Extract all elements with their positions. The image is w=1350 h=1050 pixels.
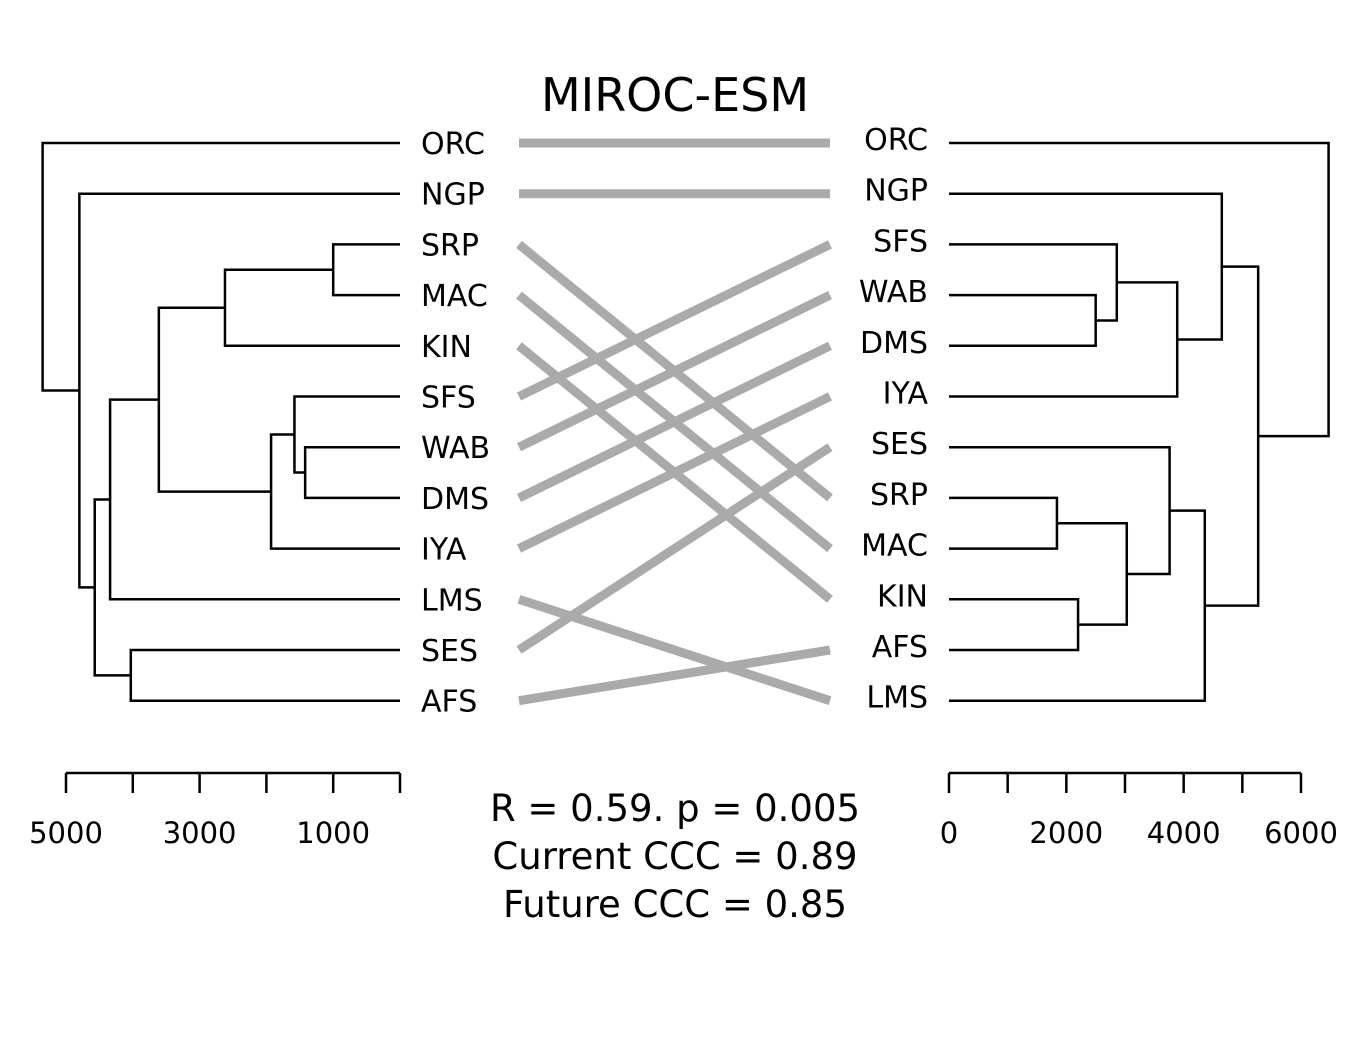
left-axis-tick-label-3000: 3000 <box>163 816 237 850</box>
connector-sfs <box>517 240 832 401</box>
chart-title: MIROC-ESM <box>541 68 809 122</box>
connector-ses <box>516 443 833 654</box>
left-branch-srp..iya-lms <box>108 398 400 601</box>
left-leaf-label-lms: LMS <box>421 583 483 618</box>
right-axis-tick-label-6000: 6000 <box>1264 816 1338 850</box>
left-branch-sfs-wab+dms <box>293 395 400 474</box>
left-branch-wab-dms <box>303 445 400 500</box>
right-leaf-label-mac: MAC <box>861 529 928 564</box>
left-dendrogram <box>41 141 400 702</box>
connector-iya <box>517 392 832 553</box>
right-leaf-label-ngp: NGP <box>864 174 928 209</box>
right-leaf-label-ses: SES <box>871 427 928 462</box>
right-leaf-label-iya: IYA <box>883 377 929 412</box>
right-branch-srp+mac-kin+afs <box>1056 522 1129 626</box>
left-leaf-label-kin: KIN <box>421 330 472 365</box>
right-axis-tick-label-4000: 4000 <box>1147 816 1221 850</box>
left-leaf-label-orc: ORC <box>421 127 485 162</box>
right-leaf-label-kin: KIN <box>877 579 928 614</box>
right-branch-ngp..iya-ses..lms <box>1204 265 1260 607</box>
right-branch-orc-ngp..lms <box>949 141 1330 438</box>
right-axis-tick-label-0: 0 <box>940 816 958 850</box>
left-branch-srp+mac+kin-sfs+wab+dms+iya <box>157 306 272 493</box>
left-height-axis: 5000 3000 1000 <box>29 771 402 850</box>
connector-lines <box>516 138 833 706</box>
right-leaf-label-dms: DMS <box>860 326 928 361</box>
right-leaf-label-afs: AFS <box>872 630 928 665</box>
stat-line-future-ccc: Future CCC = 0.85 <box>503 883 847 926</box>
left-leaf-label-mac: MAC <box>421 279 488 314</box>
left-leaf-labels: ORC NGP SRP MAC KIN SFS WAB DMS IYA LMS SES AFS <box>421 127 490 720</box>
left-branch-ngp-srp..afs <box>78 192 400 589</box>
left-leaf-label-sfs: SFS <box>421 381 476 416</box>
left-branch-orc-ngp..afs <box>41 141 400 392</box>
right-leaf-label-lms: LMS <box>866 681 928 716</box>
left-leaf-label-srp: SRP <box>421 228 479 263</box>
right-dendrogram <box>949 141 1330 702</box>
right-leaf-label-orc: ORC <box>864 123 928 158</box>
right-height-axis: 0 2000 4000 6000 <box>940 771 1338 850</box>
right-branch-ngp-sfs..iya <box>949 192 1224 341</box>
right-branch-ses-srp..afs <box>949 445 1171 576</box>
stat-line-current-ccc: Current CCC = 0.89 <box>492 835 857 878</box>
left-branch-sfs+wab+dms-iya <box>269 433 400 550</box>
left-leaf-label-wab: WAB <box>421 431 490 466</box>
left-branch-srp+mac-kin <box>223 268 400 348</box>
stat-line-r: R = 0.59. p = 0.005 <box>490 787 860 830</box>
left-branch-srp-mac <box>331 243 400 297</box>
connector-afs <box>518 645 831 706</box>
right-axis-tick-label-2000: 2000 <box>1029 816 1103 850</box>
statistics-block: R = 0.59. p = 0.005 Current CCC = 0.89 F… <box>490 787 860 926</box>
right-branch-srp-mac <box>949 496 1059 550</box>
right-branch-kin-afs <box>949 598 1080 652</box>
left-leaf-label-ses: SES <box>421 634 478 669</box>
left-branch-ses-afs <box>129 648 400 702</box>
left-leaf-label-ngp: NGP <box>421 178 485 213</box>
left-axis-tick-label-5000: 5000 <box>29 816 103 850</box>
right-leaf-label-sfs: SFS <box>873 224 928 259</box>
left-leaf-label-dms: DMS <box>421 482 489 517</box>
left-leaf-label-iya: IYA <box>421 533 467 568</box>
left-leaf-label-afs: AFS <box>421 685 477 720</box>
left-axis-tick-label-1000: 1000 <box>296 816 370 850</box>
right-branch-sfs-wab+dms <box>949 243 1119 322</box>
right-leaf-label-srp: SRP <box>870 478 928 513</box>
right-leaf-label-wab: WAB <box>859 275 928 310</box>
right-leaf-labels: ORC NGP SFS WAB DMS IYA SES SRP MAC KIN AFS LMS <box>859 123 929 716</box>
left-branch-srp..lms-ses+afs <box>93 498 131 677</box>
connector-wab <box>517 291 832 452</box>
right-branch-sfs+wab+dms-iya <box>949 281 1179 398</box>
connector-dms <box>517 341 832 502</box>
right-branch-wab-dms <box>949 293 1097 348</box>
